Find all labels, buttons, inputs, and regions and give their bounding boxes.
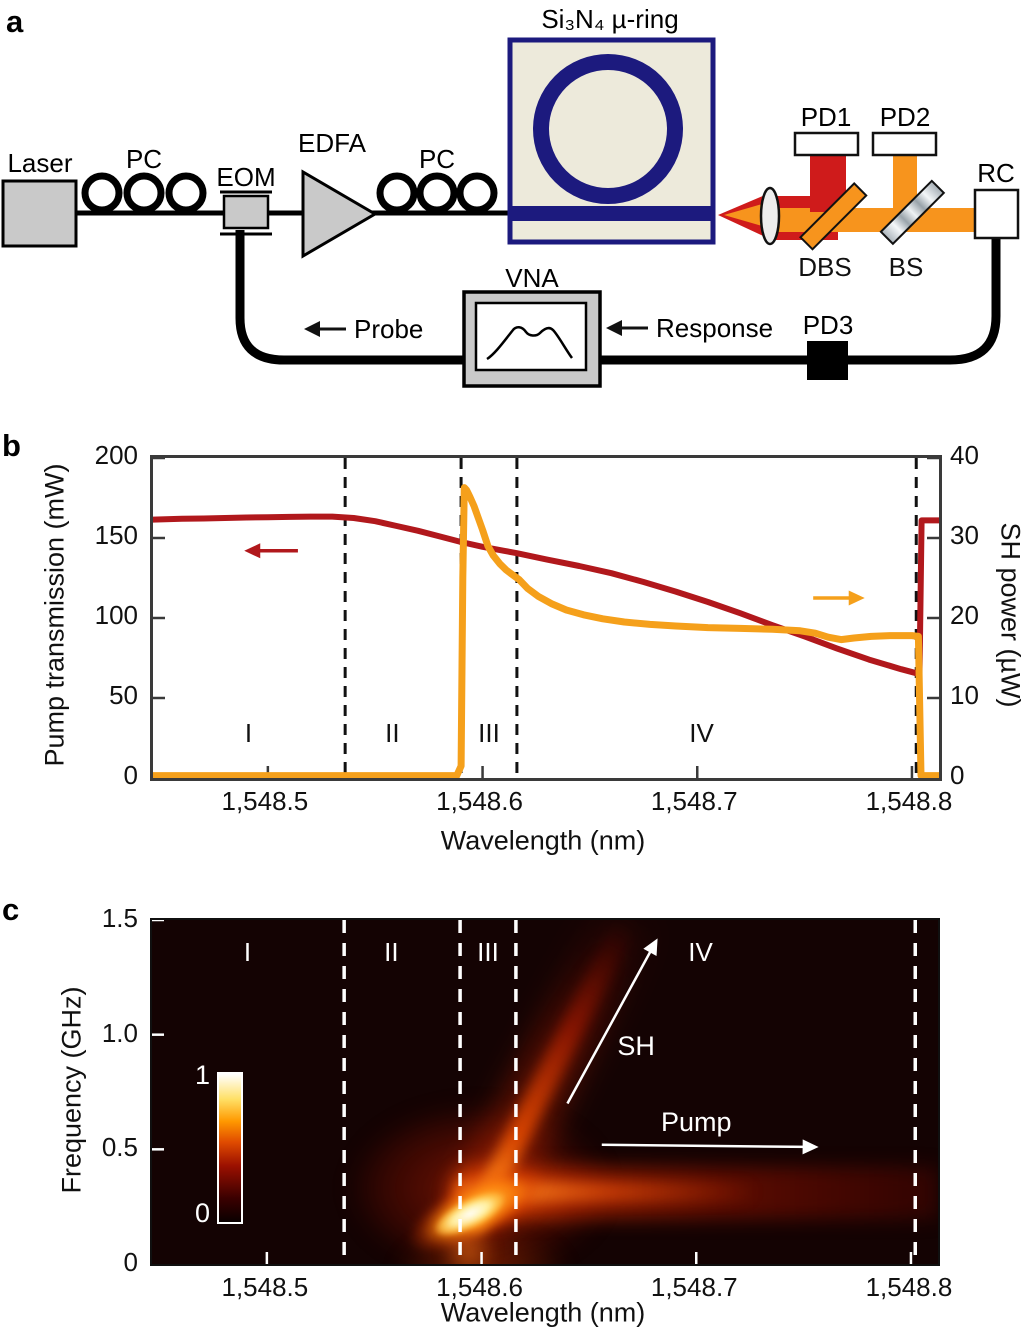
probe-label: Probe [354,314,423,344]
colorbar-min-label: 0 [194,1198,210,1228]
edfa-label: EDFA [298,128,367,158]
panel-a-letter: a [6,4,24,39]
y-tick-label-c: 0 [123,1247,138,1277]
y-tick-label-left: 50 [109,680,138,710]
response-cable [600,238,1001,365]
x-tick-label-b: 1,548.5 [221,786,309,816]
panel-b-letter: b [2,428,21,463]
reflection-collector: RC [973,158,1020,240]
region-label-I: I [245,718,252,748]
response-arrow-icon [606,320,648,336]
response-label: Response [656,313,773,343]
laser-box: Laser [1,148,78,248]
beamsplitter-icon: BS [879,179,946,282]
eom-label: EOM [216,162,275,192]
bright-spot-tail [440,1220,496,1264]
pc2-label: PC [419,144,455,174]
wavelength-axis-title-b: Wavelength (nm) [440,825,646,856]
y-tick-label-right: 30 [950,520,979,550]
dichroic-beamsplitter-icon: DBS [798,182,868,282]
edfa-amplifier-icon: EDFA [298,128,378,259]
x-tick-label-c: 1,548.7 [650,1272,738,1302]
probe-cable [235,230,464,365]
y-tick-label-c: 1.0 [101,1017,138,1048]
y-tick-label-left: 150 [94,520,138,550]
x-tick-label-c: 1,548.6 [436,1272,523,1302]
x-tick-label-b: 1,548.6 [436,786,523,816]
x-tick-label-b: 1,548.8 [865,786,953,816]
sh-power-curve [153,484,939,778]
photodiode-2: PD2 [871,102,938,157]
x-tick-label-c: 1,548.5 [221,1272,309,1302]
colorbar [217,1072,243,1224]
pump-branch-label: Pump [661,1107,732,1137]
y-tick-label-right: 40 [950,440,979,470]
colorbar-max-label: 1 [194,1060,210,1090]
microring-chip: Si₃N₄ µ-ring [507,4,716,245]
vna-label: VNA [505,263,559,293]
region-label-IV: IV [688,937,713,967]
lens-icon [759,186,781,246]
vna-screen-trace [486,326,574,361]
microring-icon [533,54,683,204]
pump-arrow [601,1143,807,1149]
response-heatmap: 1 0 SH Pump I II III IV [150,918,940,1266]
pc1-label: PC [126,144,162,174]
region-label-III: III [478,718,500,748]
vna-instrument: VNA [462,263,602,388]
region-label-II: II [385,718,399,748]
region-label-II: II [384,937,398,967]
polarization-controller-1-icon [81,172,207,214]
eom-modulator: EOM [216,162,276,236]
chip-label: Si₃N₄ µ-ring [541,4,678,34]
y-tick-label-left: 0 [123,760,138,790]
pd1-label: PD1 [801,102,852,132]
sh-arrow [566,948,653,1105]
bs-label: BS [889,252,924,282]
panel-c-letter: c [2,892,20,927]
y-tick-label-right: 0 [950,760,965,790]
setup-diagram: Laser PC EOM EDFA PC Si₃N₄ µ-ri [1,4,1020,388]
photodiode-1: PD1 [793,102,860,157]
y-tick-label-c: 0.5 [101,1132,138,1163]
y-tick-label-left: 100 [94,600,138,630]
pump-arrow-head [802,1139,819,1155]
sh-right-arrow-head [848,590,865,606]
heatmap-overlay: SH Pump I II III IV [152,920,917,1264]
pump-left-arrow-head [244,543,261,559]
sh-branch-label: SH [617,1031,655,1061]
x-tick-label-b: 1,548.7 [650,786,738,816]
photodiode-3: PD3 [803,310,854,380]
sh-arrow-head [643,938,658,956]
pump-transmission-curve [153,513,939,677]
wavelength-axis-title-c: Wavelength (nm) [440,1297,646,1328]
pump-sh-chart-canvas: I II III IV [153,458,939,778]
x-tick-label-c: 1,548.8 [865,1272,953,1302]
dbs-label: DBS [798,252,851,282]
y-tick-label-c: 1.5 [101,903,138,933]
y-tick-label-left: 200 [94,440,138,470]
y-tick-label-right: 20 [950,600,979,630]
region-label-III: III [477,937,499,967]
pd3-label: PD3 [803,310,854,340]
region-label-IV: IV [689,718,714,748]
waveguide [512,206,711,221]
polarization-controller-2-icon [376,172,498,214]
y-tick-label-right: 10 [950,680,979,710]
laser-label: Laser [7,148,72,178]
pump-sh-chart: I II III IV [150,455,942,781]
pd2-label: PD2 [880,102,931,132]
rc-label: RC [977,158,1015,188]
probe-arrow-icon [304,321,346,337]
region-label-I: I [244,937,251,967]
